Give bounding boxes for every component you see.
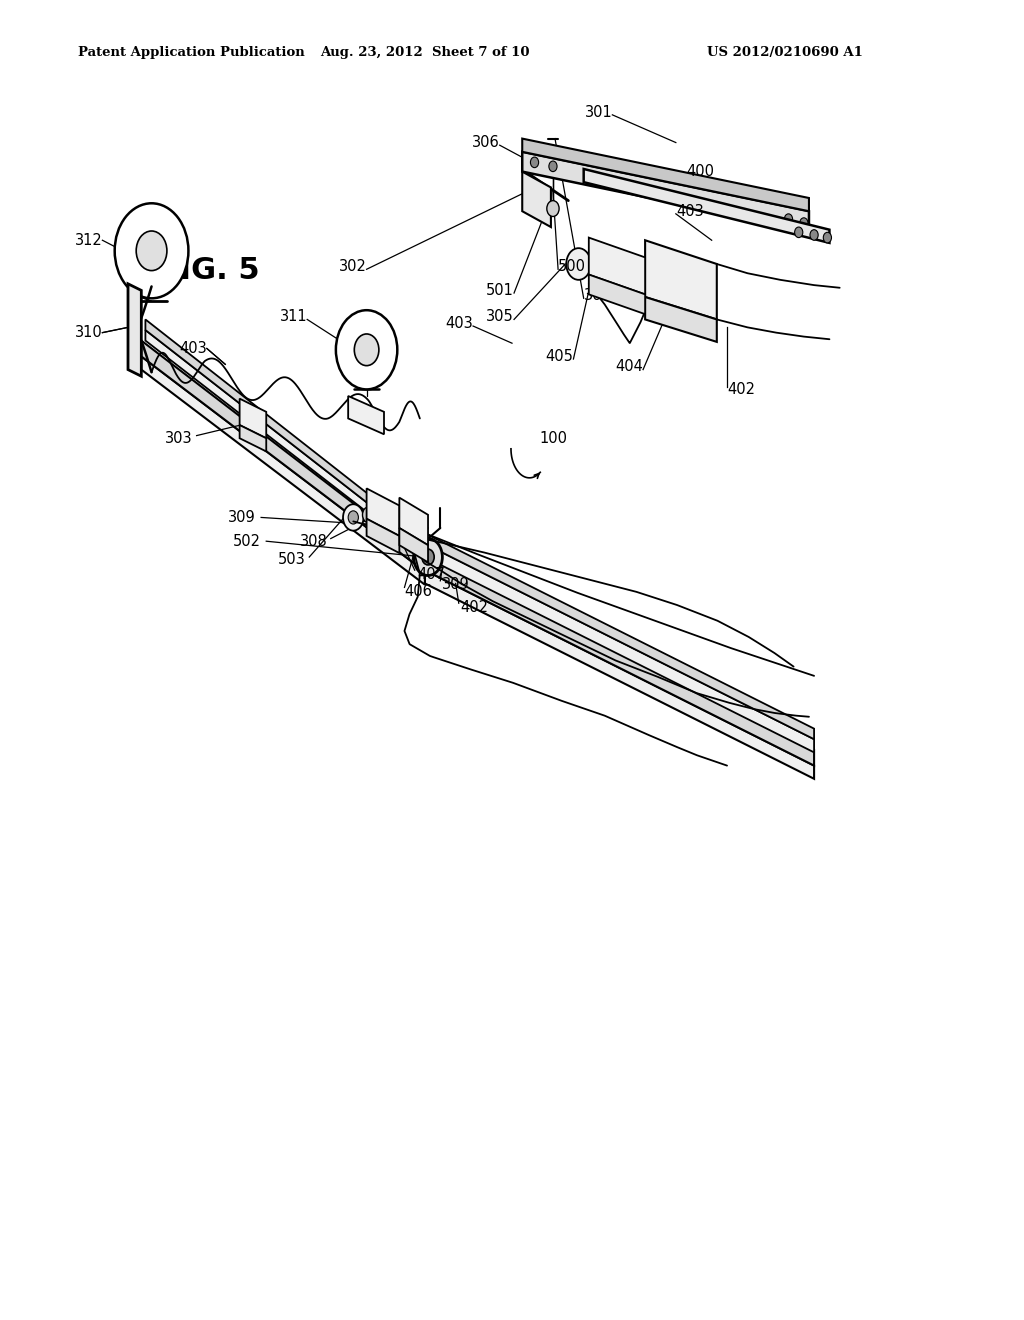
Circle shape: [414, 539, 442, 576]
Text: 405: 405: [546, 348, 573, 364]
Text: 304: 304: [584, 288, 611, 304]
Text: 403: 403: [179, 341, 207, 356]
Circle shape: [131, 358, 139, 368]
Polygon shape: [145, 319, 425, 548]
Polygon shape: [128, 284, 141, 376]
Circle shape: [566, 248, 591, 280]
Polygon shape: [240, 399, 266, 438]
Polygon shape: [425, 554, 814, 766]
Polygon shape: [589, 275, 645, 314]
Text: 303: 303: [165, 430, 193, 446]
Circle shape: [336, 310, 397, 389]
Text: 503: 503: [278, 552, 305, 568]
Polygon shape: [367, 488, 399, 536]
Text: 312: 312: [75, 232, 102, 248]
Polygon shape: [145, 330, 425, 557]
Circle shape: [530, 157, 539, 168]
Polygon shape: [141, 341, 425, 572]
Polygon shape: [645, 240, 717, 319]
Circle shape: [795, 227, 803, 238]
Text: 402: 402: [727, 381, 755, 397]
Polygon shape: [141, 356, 425, 585]
Polygon shape: [645, 297, 717, 342]
Polygon shape: [367, 519, 399, 553]
Circle shape: [823, 232, 831, 243]
Text: 308: 308: [300, 533, 328, 549]
Circle shape: [343, 504, 364, 531]
Text: 301: 301: [585, 104, 612, 120]
Text: 306: 306: [472, 135, 500, 150]
Polygon shape: [399, 528, 428, 562]
Text: 404: 404: [615, 359, 643, 375]
Circle shape: [115, 203, 188, 298]
Circle shape: [547, 201, 559, 216]
Text: 305: 305: [486, 309, 514, 325]
Polygon shape: [522, 152, 809, 231]
Circle shape: [800, 218, 808, 228]
Text: 100: 100: [540, 430, 567, 446]
Circle shape: [354, 334, 379, 366]
Circle shape: [362, 507, 375, 523]
Polygon shape: [399, 498, 428, 545]
Text: 309: 309: [228, 510, 256, 525]
Polygon shape: [425, 570, 814, 779]
Circle shape: [348, 511, 358, 524]
Circle shape: [784, 214, 793, 224]
Polygon shape: [522, 172, 551, 227]
Text: 400: 400: [686, 164, 714, 180]
Text: Patent Application Publication: Patent Application Publication: [78, 46, 304, 59]
Text: 311: 311: [280, 309, 307, 325]
Circle shape: [549, 161, 557, 172]
Text: 403: 403: [676, 203, 703, 219]
Circle shape: [810, 230, 818, 240]
Polygon shape: [240, 425, 266, 451]
Text: 402: 402: [461, 599, 488, 615]
Text: Aug. 23, 2012  Sheet 7 of 10: Aug. 23, 2012 Sheet 7 of 10: [321, 46, 529, 59]
Polygon shape: [584, 169, 829, 243]
Polygon shape: [589, 238, 645, 294]
Text: 310: 310: [75, 325, 102, 341]
Circle shape: [422, 549, 434, 565]
Polygon shape: [425, 533, 814, 739]
Text: US 2012/0210690 A1: US 2012/0210690 A1: [707, 46, 862, 59]
Circle shape: [131, 296, 139, 306]
Polygon shape: [522, 139, 809, 211]
Circle shape: [136, 231, 167, 271]
Text: FIG. 5: FIG. 5: [159, 256, 259, 285]
Text: 309: 309: [442, 577, 470, 593]
Polygon shape: [425, 544, 814, 752]
Text: 501: 501: [486, 282, 514, 298]
Text: 403: 403: [445, 315, 473, 331]
Text: 407: 407: [418, 566, 445, 582]
Text: 502: 502: [233, 533, 261, 549]
Text: 406: 406: [404, 583, 432, 599]
Polygon shape: [348, 396, 384, 434]
Text: 302: 302: [339, 259, 367, 275]
Text: 500: 500: [558, 259, 586, 275]
